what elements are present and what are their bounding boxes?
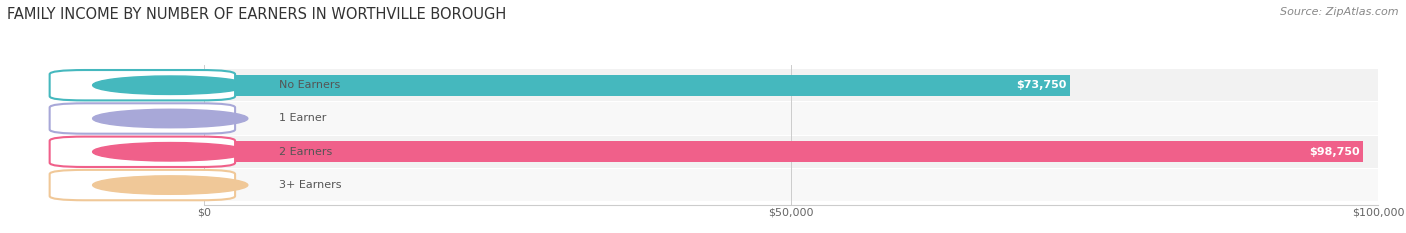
Bar [204,169,1378,201]
Circle shape [93,76,247,94]
Text: Source: ZipAtlas.com: Source: ZipAtlas.com [1281,7,1399,17]
FancyBboxPatch shape [49,170,235,200]
Bar [204,136,1378,168]
Text: $0: $0 [219,180,233,190]
FancyBboxPatch shape [49,137,235,167]
Circle shape [93,143,247,161]
Bar [204,69,1378,101]
Text: 2 Earners: 2 Earners [278,147,332,157]
Bar [204,75,1070,96]
Circle shape [93,176,247,194]
FancyBboxPatch shape [49,70,235,100]
Text: 1 Earner: 1 Earner [278,113,326,123]
Circle shape [93,109,247,128]
Text: $0: $0 [219,113,233,123]
Text: $98,750: $98,750 [1309,147,1360,157]
Text: 3+ Earners: 3+ Earners [278,180,342,190]
Text: $73,750: $73,750 [1015,80,1066,90]
FancyBboxPatch shape [49,103,235,134]
Text: FAMILY INCOME BY NUMBER OF EARNERS IN WORTHVILLE BOROUGH: FAMILY INCOME BY NUMBER OF EARNERS IN WO… [7,7,506,22]
Text: No Earners: No Earners [278,80,340,90]
Bar [204,102,1378,135]
Bar [204,141,1364,162]
